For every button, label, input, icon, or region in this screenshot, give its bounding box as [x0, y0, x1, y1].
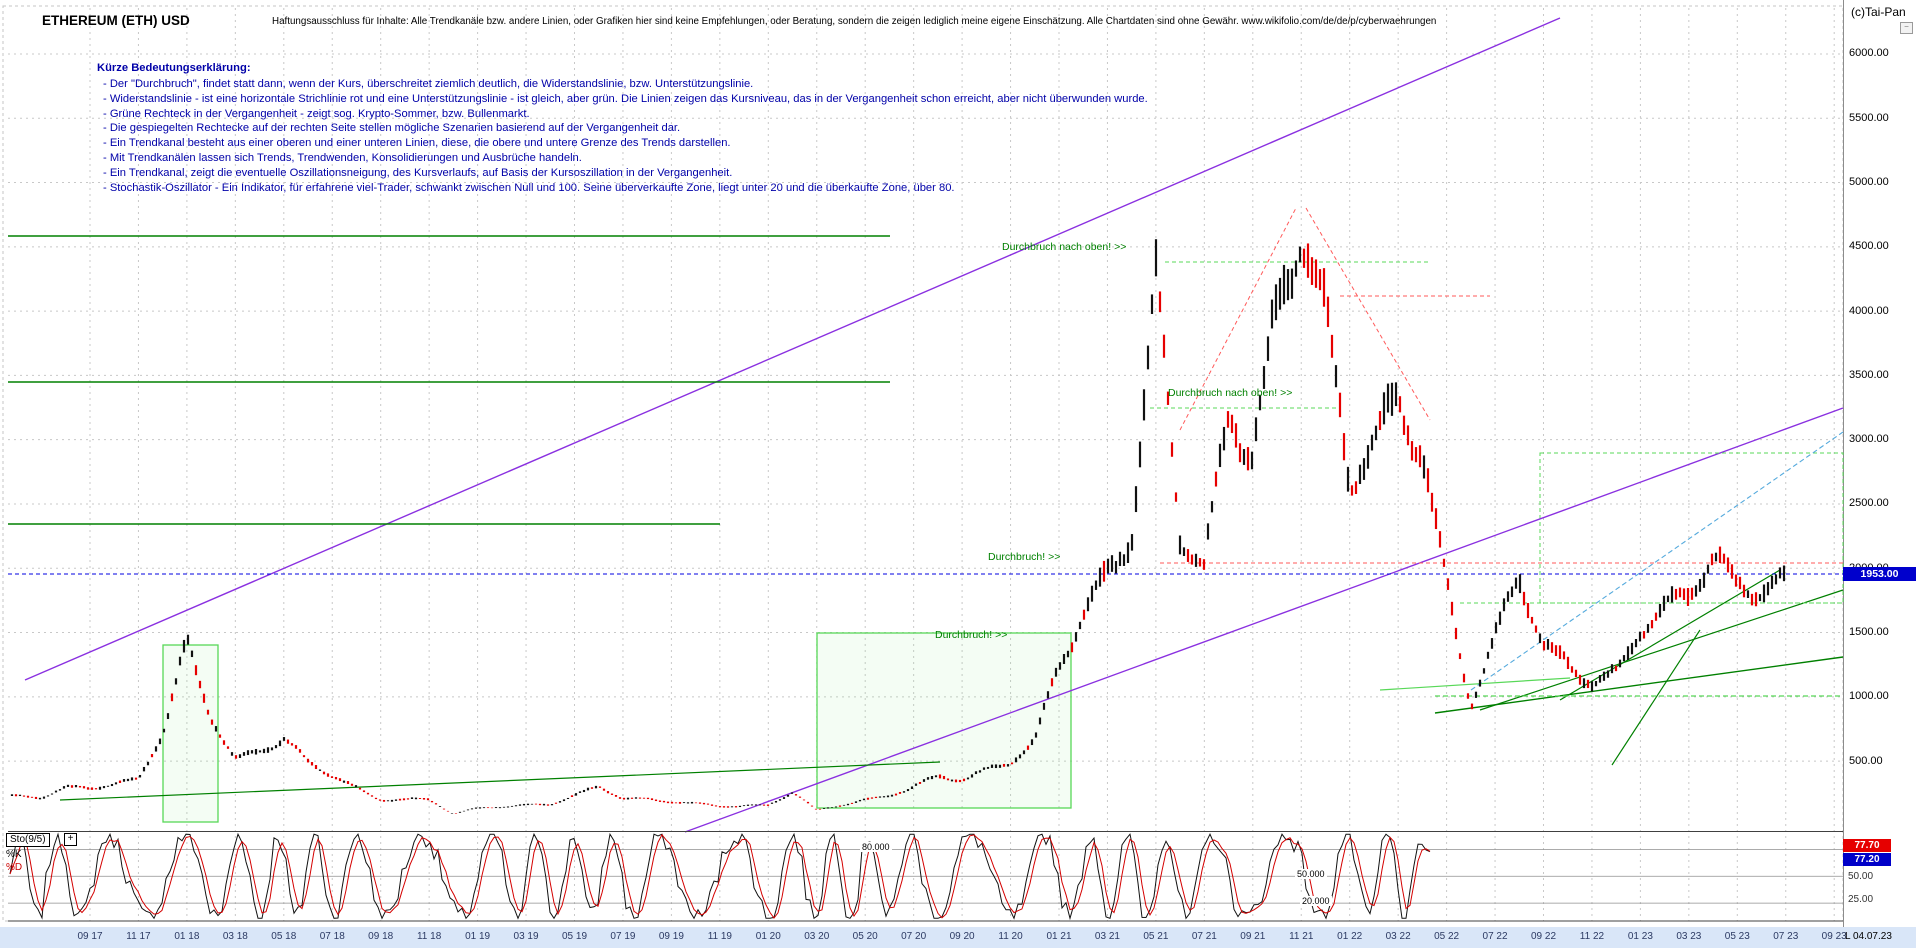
- osc-axis-25-label: 25.00: [1848, 894, 1874, 905]
- breakout-annotation: Durchbruch nach oben! >>: [1002, 241, 1127, 253]
- osc-d-value-badge: 77.20: [1843, 853, 1891, 866]
- support-line-2023-a: [1434, 656, 1844, 714]
- date-tick-label: 09 17: [77, 931, 103, 942]
- date-tick-label: 05 20: [852, 931, 878, 942]
- date-tick-label: 11 17: [126, 931, 151, 942]
- date-tick-label: 05 19: [561, 931, 588, 942]
- breakout-annotation: Durchbruch! >>: [935, 629, 1008, 641]
- date-tick-label: 11 20: [998, 931, 1023, 942]
- price-axis-label: 3000.00: [1849, 433, 1889, 446]
- bull-market-rect-2021: [816, 632, 1072, 809]
- price-axis-label: 6000.00: [1849, 47, 1889, 60]
- percent-k-label: %K: [6, 849, 22, 860]
- price-axis-label: 5500.00: [1849, 111, 1889, 124]
- date-tick-label: 07 22: [1482, 931, 1508, 942]
- date-tick-label: 03 22: [1385, 931, 1411, 942]
- copyright-label: (c)Tai-Pan: [1851, 5, 1906, 19]
- date-tick-label: 09 19: [658, 931, 684, 942]
- collapse-icon[interactable]: −: [1900, 22, 1913, 34]
- date-tick-label: 09 23: [1821, 931, 1847, 942]
- osc-level-80-label: 80.000: [860, 842, 892, 852]
- date-tick-label: 01 23: [1627, 931, 1653, 942]
- date-tick-label: 07 20: [901, 931, 927, 942]
- osc-axis-50-label: 50.00: [1848, 871, 1874, 882]
- stochastic-k-line: [9, 832, 1431, 921]
- date-tick-label: 01 19: [465, 931, 491, 942]
- current-price-badge: 1953.00: [1843, 567, 1916, 581]
- stochastic-indicator-label[interactable]: Sto(9/5): [6, 833, 50, 847]
- scenario-rect-right: [1539, 452, 1844, 604]
- legend-line: - Ein Trendkanal besteht aus einer obere…: [103, 137, 731, 150]
- date-tick-label: 01 22: [1337, 931, 1363, 942]
- legend-line: - Mit Trendkanälen lassen sich Trends, T…: [103, 152, 582, 164]
- support-line-2019: [59, 761, 941, 801]
- date-tick-label: 05 21: [1143, 931, 1169, 942]
- date-tick-label: 07 19: [610, 931, 636, 942]
- date-tick-label: 03 21: [1094, 931, 1120, 942]
- date-tick-label: 05 18: [271, 931, 297, 942]
- date-tick-label: 03 23: [1676, 931, 1702, 942]
- date-tick-label: 11 18: [416, 931, 442, 942]
- legend-line: - Widerstandslinie - ist eine horizontal…: [103, 92, 1148, 105]
- date-tick-label: 09 21: [1240, 931, 1266, 942]
- date-tick-label: 11 22: [1579, 931, 1605, 942]
- date-tick-label: 03 19: [513, 931, 539, 942]
- red-dashed-scenario-down: [1305, 207, 1431, 421]
- bull-market-rect-2018: [162, 644, 219, 823]
- legend-line: - Ein Trendkanal, zeigt die eventuelle O…: [103, 166, 733, 179]
- legend-line: - Stochastik-Oszillator - Ein Indikator,…: [103, 181, 955, 194]
- price-axis-label: 1500.00: [1849, 626, 1889, 639]
- breakout-annotation: Durchbruch! >>: [988, 551, 1061, 563]
- legend-line: - Grüne Rechteck in der Vergangenheit - …: [103, 107, 530, 120]
- last-date-label: L 04.07.23: [1845, 931, 1892, 942]
- date-tick-label: 01 21: [1046, 931, 1072, 942]
- price-axis-label: 4500.00: [1849, 240, 1889, 253]
- date-strip: [0, 927, 1916, 948]
- disclaimer-text: Haftungsausschluss für Inhalte: Alle Tre…: [272, 16, 1437, 27]
- price-axis-label: 4000.00: [1849, 304, 1889, 317]
- date-tick-label: 07 21: [1191, 931, 1217, 942]
- cyan-dashed-scenario: [1470, 431, 1844, 691]
- osc-k-value-badge: 77.70: [1843, 839, 1891, 852]
- date-tick-label: 03 20: [804, 931, 830, 942]
- price-axis-label: 5000.00: [1849, 176, 1889, 189]
- stochastic-d-line: [9, 833, 1431, 919]
- expand-plus-icon[interactable]: +: [64, 833, 77, 846]
- page-title: ETHEREUM (ETH) USD: [42, 13, 190, 28]
- date-tick-label: 07 18: [319, 931, 345, 942]
- date-tick-label: 05 23: [1724, 931, 1750, 942]
- legend-heading: Kürze Bedeutungserklärung:: [97, 62, 251, 74]
- date-tick-label: 07 23: [1773, 931, 1799, 942]
- price-axis-label: 3500.00: [1849, 368, 1889, 381]
- price-axis-label: 1000.00: [1849, 690, 1889, 703]
- date-tick-label: 03 18: [222, 931, 248, 942]
- breakout-annotation: Durchbruch nach oben! >>: [1168, 387, 1293, 399]
- date-tick-label: 11 19: [707, 931, 732, 942]
- date-tick-label: 01 20: [755, 931, 781, 942]
- date-tick-label: 09 20: [949, 931, 975, 942]
- osc-level-20-label: 20.000: [1300, 896, 1332, 906]
- date-tick-label: 01 18: [174, 931, 200, 942]
- date-tick-label: 11 21: [1289, 931, 1314, 942]
- price-axis-label: 500.00: [1849, 754, 1883, 767]
- date-tick-label: 09 22: [1530, 931, 1557, 942]
- percent-d-label: %D: [6, 862, 23, 873]
- violet-trend-line-upper: [24, 17, 1561, 681]
- osc-level-50-label: 50.000: [1295, 869, 1327, 879]
- date-tick-label: 05 22: [1434, 931, 1460, 942]
- date-tick-label: 09 18: [368, 931, 394, 942]
- support-line-2023-b: [1479, 589, 1844, 711]
- price-axis-label: 2500.00: [1849, 497, 1889, 510]
- legend-line: - Die gespiegelten Rechtecke auf der rec…: [103, 122, 681, 135]
- violet-trend-line-lower: [684, 407, 1844, 833]
- minor-support-line: [1379, 677, 1571, 691]
- steep-trend-line-2023: [1611, 629, 1701, 766]
- legend-line: - Der "Durchbruch", findet statt dann, w…: [103, 78, 754, 90]
